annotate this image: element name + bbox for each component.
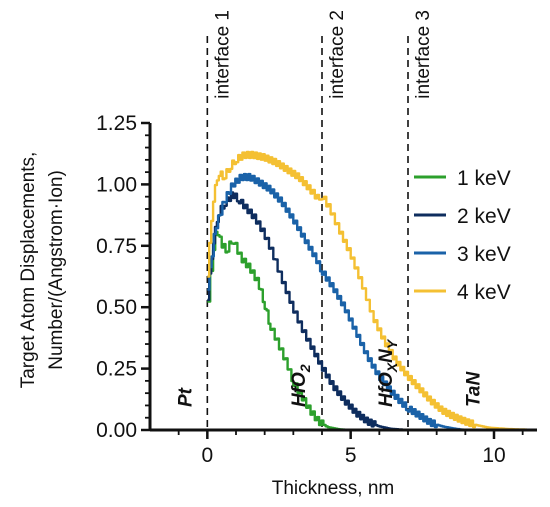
legend: 1 keV 2 keV 3 keV 4 keV — [414, 167, 511, 304]
legend-label: 2 keV — [457, 205, 511, 228]
y-tick-label: 0.75 — [96, 235, 137, 258]
axes — [148, 123, 537, 432]
layer-label: HfOXNY — [376, 338, 400, 407]
layer-label: Pt — [176, 387, 197, 407]
series-lines — [207, 150, 537, 432]
y-axis-title-line2: Number/(Angstrom·Ion) — [46, 170, 67, 370]
interface-label: interface 2 — [327, 10, 348, 99]
y-tick-label: 0.50 — [96, 296, 137, 319]
x-tick-label: 5 — [345, 444, 357, 467]
legend-label: 3 keV — [457, 243, 511, 266]
layer-label: TaN — [464, 371, 485, 407]
y-axis-title-line1: Target Atom Displacements, — [18, 152, 39, 389]
interface-label: interface 3 — [413, 10, 434, 99]
series-line — [207, 191, 408, 432]
interface-label: interface 1 — [212, 10, 233, 99]
y-tick-label: 1.25 — [96, 112, 137, 135]
ticks: 0.00 0.25 0.50 0.75 1.00 1.25 0 5 10 — [96, 112, 524, 467]
x-tick-label: 10 — [482, 444, 505, 467]
y-axis-title: Target Atom Displacements, Number/(Angst… — [18, 152, 67, 389]
y-tick-label: 0.25 — [96, 358, 137, 381]
legend-label: 4 keV — [457, 281, 511, 304]
y-tick-label: 1.00 — [96, 173, 137, 196]
y-tick-label: 0.00 — [96, 419, 137, 442]
series-line — [207, 230, 351, 432]
interface-lines: interface 1 interface 2 interface 3 — [206, 10, 434, 430]
series-line — [207, 150, 537, 432]
x-axis-title: Thickness, nm — [272, 478, 394, 499]
legend-label: 1 keV — [457, 167, 511, 190]
series-line — [207, 172, 466, 432]
x-tick-label: 0 — [201, 444, 213, 467]
